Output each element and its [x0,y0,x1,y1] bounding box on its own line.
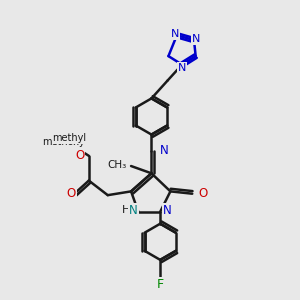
Text: H: H [122,205,130,215]
Text: N: N [171,29,180,39]
Text: methyl: methyl [52,133,86,143]
Text: N: N [160,143,169,157]
Text: N: N [192,34,200,44]
Text: CH₃: CH₃ [107,160,127,170]
Text: F: F [157,278,164,290]
Text: N: N [163,204,171,217]
Text: methoxy: methoxy [42,137,85,147]
Text: N: N [178,62,186,73]
Text: O: O [198,187,207,200]
Text: O: O [75,149,84,162]
Text: N: N [129,204,138,217]
Text: O: O [67,187,76,200]
